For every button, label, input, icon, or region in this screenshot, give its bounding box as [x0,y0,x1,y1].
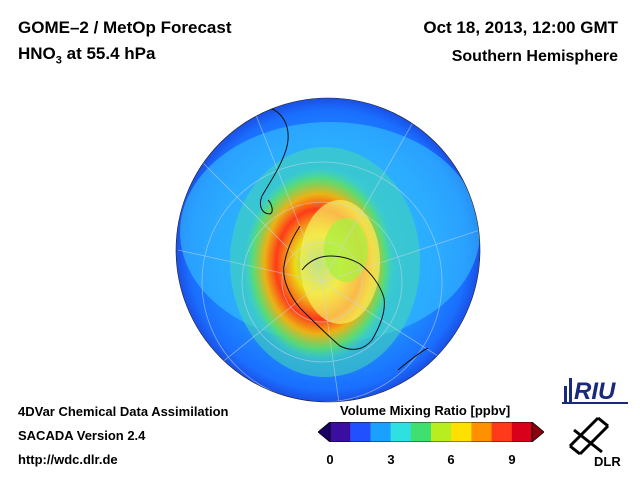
footer-url[interactable]: http://wdc.dlr.de [18,452,118,467]
colorbar-over-arrow [531,422,544,442]
colorbar-cell [451,422,472,442]
dlr-logo-text: DLR [594,454,621,468]
colorbar-tick-6: 6 [447,452,455,467]
colorbar-cell [431,422,452,442]
colorbar-cell [491,422,513,442]
species-level: HNO3 at 55.4 hPa [18,44,155,66]
region-label: Southern Hemisphere [451,48,618,65]
footer-version: SACADA Version 2.4 [18,428,146,443]
colorbar [318,422,544,442]
globe-outline [175,97,481,403]
riu-logo-text: RIU [574,378,616,405]
colorbar-under-arrow [318,422,331,442]
colorbar-title: Volume Mixing Ratio [ppbv] [340,403,511,418]
colorbar-cell [511,422,533,442]
colorbar-cells [330,422,533,442]
colorbar-cell [370,422,392,442]
colorbar-cell [350,422,371,442]
title: GOME–2 / MetOp Forecast [18,18,232,37]
colorbar-cell [390,422,412,442]
riu-logo: RIU [562,378,628,405]
graticule [177,99,480,402]
species-name: HNO [18,44,56,63]
species-subscript: 3 [55,54,62,67]
colorbar-tick-9: 9 [508,452,516,467]
colorbar-tick-3: 3 [387,452,395,467]
colorbar-cell [410,422,432,442]
pressure-level: at 55.4 hPa [61,44,156,63]
footer-method: 4DVar Chemical Data Assimilation [18,404,229,419]
colorbar-tick-0: 0 [326,452,334,467]
colorbar-cell [471,422,493,442]
colorbar-cell [330,422,351,442]
forecast-datetime: Oct 18, 2013, 12:00 GMT [423,18,618,37]
dlr-logo: DLR [568,416,621,468]
